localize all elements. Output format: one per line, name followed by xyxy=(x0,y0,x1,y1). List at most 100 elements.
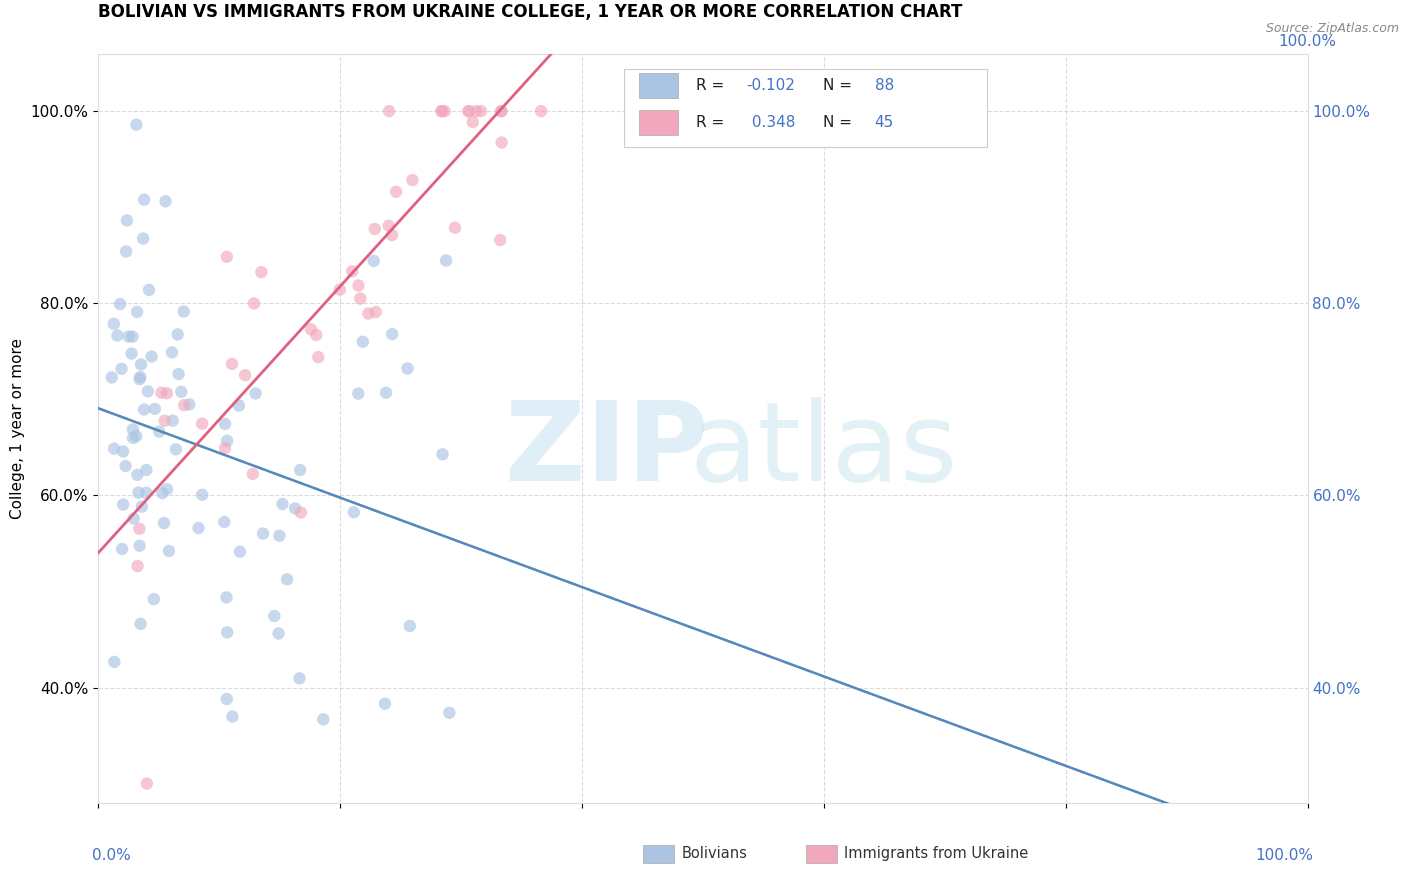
Text: N =: N = xyxy=(823,78,852,93)
Point xyxy=(155,194,177,209)
Point xyxy=(121,346,143,360)
Point xyxy=(217,434,239,448)
Point xyxy=(129,370,152,384)
Point xyxy=(143,401,166,416)
Point xyxy=(364,222,387,236)
Point xyxy=(132,231,155,245)
Point xyxy=(157,544,180,558)
Point xyxy=(221,709,243,723)
Point xyxy=(398,619,420,633)
Point xyxy=(342,264,364,278)
Point xyxy=(127,485,149,500)
Point xyxy=(381,327,404,342)
Point xyxy=(401,173,423,187)
Point xyxy=(129,358,152,372)
Text: R =: R = xyxy=(696,115,724,130)
Point xyxy=(135,776,157,790)
Point xyxy=(276,572,298,586)
Point xyxy=(430,104,453,119)
FancyBboxPatch shape xyxy=(624,69,987,147)
Point xyxy=(122,511,145,525)
Point xyxy=(135,486,157,500)
Point xyxy=(112,498,135,512)
FancyBboxPatch shape xyxy=(643,845,673,863)
Point xyxy=(347,278,370,293)
Point xyxy=(121,329,143,343)
Point xyxy=(138,283,160,297)
Point xyxy=(131,500,153,514)
Point xyxy=(118,329,141,343)
Point xyxy=(271,497,294,511)
Point xyxy=(122,422,145,436)
Point xyxy=(288,463,311,477)
Point xyxy=(349,292,371,306)
Point xyxy=(103,442,125,456)
Point xyxy=(214,441,236,455)
Point xyxy=(491,136,513,150)
Point xyxy=(162,414,184,428)
Text: atlas: atlas xyxy=(690,397,957,504)
Text: BOLIVIAN VS IMMIGRANTS FROM UKRAINE COLLEGE, 1 YEAR OR MORE CORRELATION CHART: BOLIVIAN VS IMMIGRANTS FROM UKRAINE COLL… xyxy=(98,3,963,21)
Point xyxy=(434,253,457,268)
Point xyxy=(363,253,385,268)
Point xyxy=(284,501,307,516)
Point xyxy=(134,193,156,207)
Y-axis label: College, 1 year or more: College, 1 year or more xyxy=(10,338,25,518)
FancyBboxPatch shape xyxy=(638,73,678,98)
Point xyxy=(125,118,148,132)
Point xyxy=(432,447,454,461)
Point xyxy=(111,542,134,557)
Text: R =: R = xyxy=(696,78,724,93)
Point xyxy=(263,609,285,624)
Point xyxy=(269,529,291,543)
Text: 0.348: 0.348 xyxy=(747,115,794,130)
Point xyxy=(127,559,149,574)
Point xyxy=(173,398,195,412)
Point xyxy=(312,712,335,726)
Point xyxy=(153,414,176,428)
Point xyxy=(491,104,513,119)
Point xyxy=(128,372,150,386)
Point xyxy=(243,296,266,310)
Point xyxy=(191,417,214,431)
Point xyxy=(364,305,387,319)
Text: 100.0%: 100.0% xyxy=(1256,847,1313,863)
Point xyxy=(307,350,329,364)
Point xyxy=(214,515,236,529)
Point xyxy=(141,350,163,364)
Point xyxy=(343,505,366,519)
Point xyxy=(357,306,380,320)
Text: Source: ZipAtlas.com: Source: ZipAtlas.com xyxy=(1265,22,1399,36)
Text: -0.102: -0.102 xyxy=(747,78,796,93)
Point xyxy=(150,385,173,400)
Point xyxy=(461,115,484,129)
FancyBboxPatch shape xyxy=(806,845,837,863)
Point xyxy=(470,104,492,119)
Point xyxy=(129,616,152,631)
Point xyxy=(115,244,138,259)
Point xyxy=(135,463,157,477)
Point xyxy=(233,368,256,383)
Point xyxy=(170,384,193,399)
Point xyxy=(229,544,252,558)
Point xyxy=(128,539,150,553)
Text: ZIP: ZIP xyxy=(505,397,709,504)
Point xyxy=(191,488,214,502)
Point xyxy=(215,250,238,264)
Point xyxy=(252,526,274,541)
Point xyxy=(530,104,553,119)
Point xyxy=(489,104,512,119)
Point xyxy=(153,516,176,530)
Point xyxy=(103,317,125,331)
Point xyxy=(214,417,236,431)
Point xyxy=(299,322,322,336)
Point xyxy=(439,706,461,720)
Point xyxy=(381,227,404,242)
Point xyxy=(465,104,488,119)
Point xyxy=(375,385,398,400)
Point xyxy=(127,467,149,482)
Point xyxy=(125,305,148,319)
Point xyxy=(228,399,250,413)
Point xyxy=(156,386,179,401)
Point xyxy=(378,104,401,119)
